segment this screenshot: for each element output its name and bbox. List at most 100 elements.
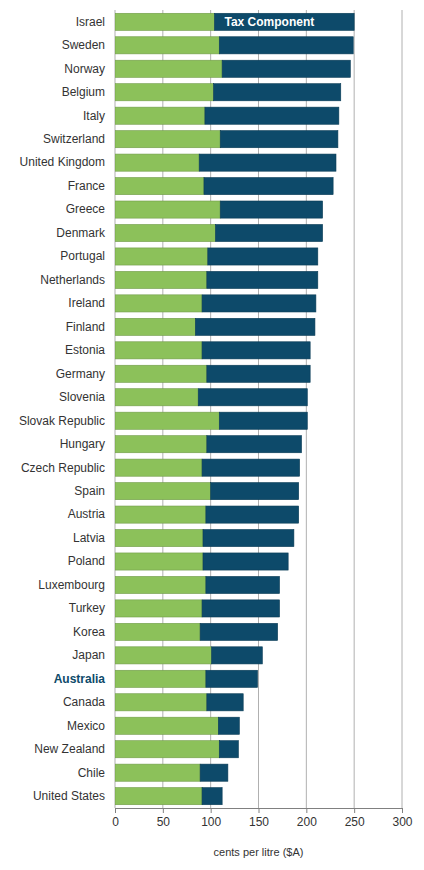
chart: Tax Component050100150200250300IsraelSwe… — [0, 0, 424, 870]
bar — [115, 694, 207, 711]
bar — [115, 224, 215, 241]
bar — [115, 483, 211, 500]
tick-label: Chile — [78, 766, 106, 780]
bar — [115, 764, 200, 781]
bar — [115, 576, 206, 593]
tick: Spain — [74, 484, 105, 498]
bar — [215, 224, 322, 241]
tick-mark — [259, 808, 260, 813]
plot-area: Tax Component050100150200250300IsraelSwe… — [19, 10, 413, 829]
tick-label: Luxembourg — [38, 578, 105, 592]
series — [195, 13, 354, 804]
tick: Latvia — [73, 531, 105, 545]
tick: Slovak Republic — [19, 414, 105, 428]
tick: France — [68, 179, 106, 193]
bar — [115, 201, 220, 218]
bar — [202, 342, 310, 359]
tick-label: Denmark — [56, 226, 106, 240]
bar — [115, 529, 203, 546]
tick-label: Greece — [66, 202, 106, 216]
bar — [220, 201, 322, 218]
tick-label: 250 — [345, 815, 365, 829]
bar — [214, 84, 341, 101]
tick: Austria — [68, 507, 106, 521]
tick: Mexico — [67, 719, 105, 733]
bar — [115, 365, 207, 382]
tick-label: Spain — [74, 484, 105, 498]
bar — [219, 412, 307, 429]
bar — [202, 600, 279, 617]
bar — [198, 389, 307, 406]
tick: 150 — [249, 808, 269, 829]
tick-label: 150 — [249, 815, 269, 829]
bar — [115, 741, 219, 758]
tick-label: Turkey — [69, 601, 105, 615]
tick: Switzerland — [43, 132, 105, 146]
tick-mark — [306, 808, 307, 813]
bar — [115, 295, 202, 312]
tick-label: Poland — [68, 554, 105, 568]
tick-label: Portugal — [60, 249, 105, 263]
grid-line — [115, 10, 116, 808]
grid-line — [258, 10, 259, 808]
tick-label: Japan — [72, 648, 105, 662]
legend-label: Tax Component — [224, 15, 314, 29]
tick-mark — [354, 808, 355, 813]
tick: United Kingdom — [20, 155, 105, 169]
bar — [115, 600, 202, 617]
tick: Poland — [68, 554, 105, 568]
bar — [115, 271, 207, 288]
bar — [202, 295, 316, 312]
tick: 0 — [112, 808, 119, 829]
tick: New Zealand — [34, 742, 105, 756]
tick: Ireland — [68, 296, 105, 310]
tick: Norway — [64, 62, 105, 76]
tick: Luxembourg — [38, 578, 105, 592]
bar — [205, 107, 339, 124]
grid — [115, 10, 402, 808]
tick-label: Finland — [66, 320, 105, 334]
y-axis: IsraelSwedenNorwayBelgiumItalySwitzerlan… — [19, 15, 106, 803]
bar — [219, 741, 238, 758]
tick-mark — [163, 808, 164, 813]
tick-label: Germany — [56, 367, 105, 381]
tick: 250 — [345, 808, 365, 829]
tick-label: New Zealand — [34, 742, 105, 756]
bar — [199, 154, 336, 171]
bar — [195, 318, 315, 335]
tick: Portugal — [60, 249, 105, 263]
bar — [115, 318, 195, 335]
axis-title: cents per litre ($A) — [214, 846, 304, 858]
bar — [115, 459, 202, 476]
tick-label: Italy — [83, 109, 105, 123]
legend: Tax Component — [224, 15, 314, 29]
tick-label: Sweden — [62, 38, 105, 52]
bar — [214, 13, 354, 30]
grid-line — [306, 10, 307, 808]
bar — [202, 459, 300, 476]
tick-label: France — [68, 179, 106, 193]
tick: Germany — [56, 367, 105, 381]
bar — [115, 436, 207, 453]
bar — [115, 37, 219, 54]
bar — [206, 576, 280, 593]
tick-label: Slovenia — [59, 390, 105, 404]
tick: Hungary — [60, 437, 105, 451]
tick-label: United States — [33, 789, 105, 803]
bar — [208, 248, 318, 265]
x-axis: 050100150200250300 — [112, 808, 413, 829]
bar — [115, 553, 203, 570]
bars — [115, 13, 354, 804]
bar — [115, 84, 214, 101]
axis-line — [116, 809, 403, 814]
tick-label: Estonia — [65, 343, 105, 357]
tick-label: Belgium — [62, 85, 105, 99]
tick-label: Austria — [68, 507, 106, 521]
tick: Estonia — [65, 343, 105, 357]
grid-line — [162, 10, 163, 808]
tick: Czech Republic — [21, 460, 105, 474]
tick: Denmark — [56, 226, 106, 240]
tick: 200 — [297, 808, 317, 829]
bar — [207, 694, 243, 711]
tick-label: Australia — [54, 672, 106, 686]
